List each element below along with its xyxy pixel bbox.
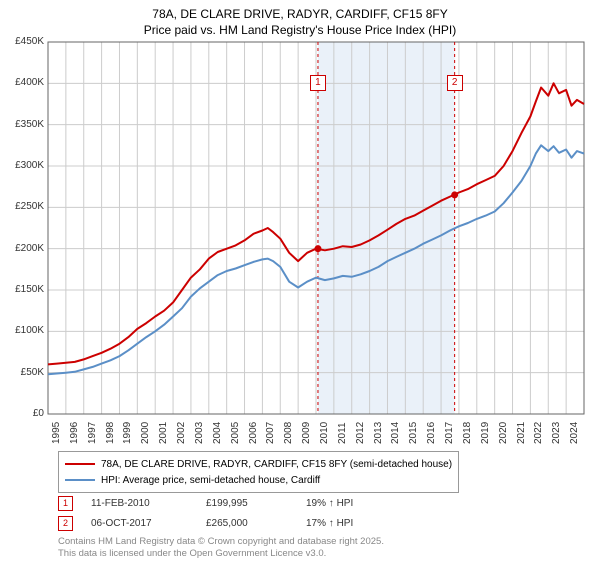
x-tick-label: 1996 [69,422,80,444]
y-tick-label: £200K [4,243,44,254]
x-tick-label: 2003 [194,422,205,444]
chart-marker: 2 [447,75,463,91]
x-tick-label: 2020 [498,422,509,444]
x-tick-label: 2005 [230,422,241,444]
x-tick-label: 1999 [122,422,133,444]
sale-row: 1 11-FEB-2010£199,99519% ↑ HPI [58,496,406,511]
x-tick-label: 2014 [390,422,401,444]
sale-delta: 17% ↑ HPI [306,518,406,529]
x-tick-label: 2021 [516,422,527,444]
x-tick-label: 2007 [265,422,276,444]
x-tick-label: 2010 [319,422,330,444]
y-tick-label: £450K [4,36,44,47]
legend-item: HPI: Average price, semi-detached house,… [65,472,452,488]
y-tick-label: £0 [4,408,44,419]
y-tick-label: £250K [4,201,44,212]
footer-line1: Contains HM Land Registry data © Crown c… [58,536,384,548]
y-tick-label: £100K [4,325,44,336]
footer-attribution: Contains HM Land Registry data © Crown c… [58,536,384,561]
y-tick-label: £300K [4,160,44,171]
x-tick-label: 1998 [105,422,116,444]
x-tick-label: 2002 [176,422,187,444]
x-tick-label: 2011 [337,422,348,444]
legend-item: 78A, DE CLARE DRIVE, RADYR, CARDIFF, CF1… [65,456,452,472]
x-tick-label: 1997 [87,422,98,444]
footer-line2: This data is licensed under the Open Gov… [58,548,384,560]
sale-row: 2 06-OCT-2017£265,00017% ↑ HPI [58,516,406,531]
x-tick-label: 2017 [444,422,455,444]
y-tick-label: £50K [4,367,44,378]
chart-marker: 1 [310,75,326,91]
x-tick-label: 2004 [212,422,223,444]
x-tick-label: 2024 [569,422,580,444]
y-tick-label: £400K [4,77,44,88]
y-tick-label: £350K [4,119,44,130]
x-tick-label: 2006 [248,422,259,444]
y-tick-label: £150K [4,284,44,295]
sale-price: £199,995 [206,498,306,509]
x-tick-label: 2013 [373,422,384,444]
sale-marker: 2 [58,516,73,531]
x-tick-label: 1995 [51,422,62,444]
legend-label: HPI: Average price, semi-detached house,… [101,475,320,486]
legend-swatch [65,463,95,465]
x-tick-label: 2022 [533,422,544,444]
x-tick-label: 2008 [283,422,294,444]
legend-swatch [65,479,95,481]
sale-date: 11-FEB-2010 [91,498,206,509]
x-tick-label: 2016 [426,422,437,444]
x-tick-label: 2015 [408,422,419,444]
sale-marker: 1 [58,496,73,511]
legend: 78A, DE CLARE DRIVE, RADYR, CARDIFF, CF1… [58,451,459,493]
x-tick-label: 2000 [140,422,151,444]
x-tick-label: 2023 [551,422,562,444]
x-tick-label: 2018 [462,422,473,444]
x-tick-label: 2012 [355,422,366,444]
x-tick-label: 2001 [158,422,169,444]
legend-label: 78A, DE CLARE DRIVE, RADYR, CARDIFF, CF1… [101,459,452,470]
sale-delta: 19% ↑ HPI [306,498,406,509]
x-tick-label: 2009 [301,422,312,444]
x-tick-label: 2019 [480,422,491,444]
sale-date: 06-OCT-2017 [91,518,206,529]
sale-price: £265,000 [206,518,306,529]
